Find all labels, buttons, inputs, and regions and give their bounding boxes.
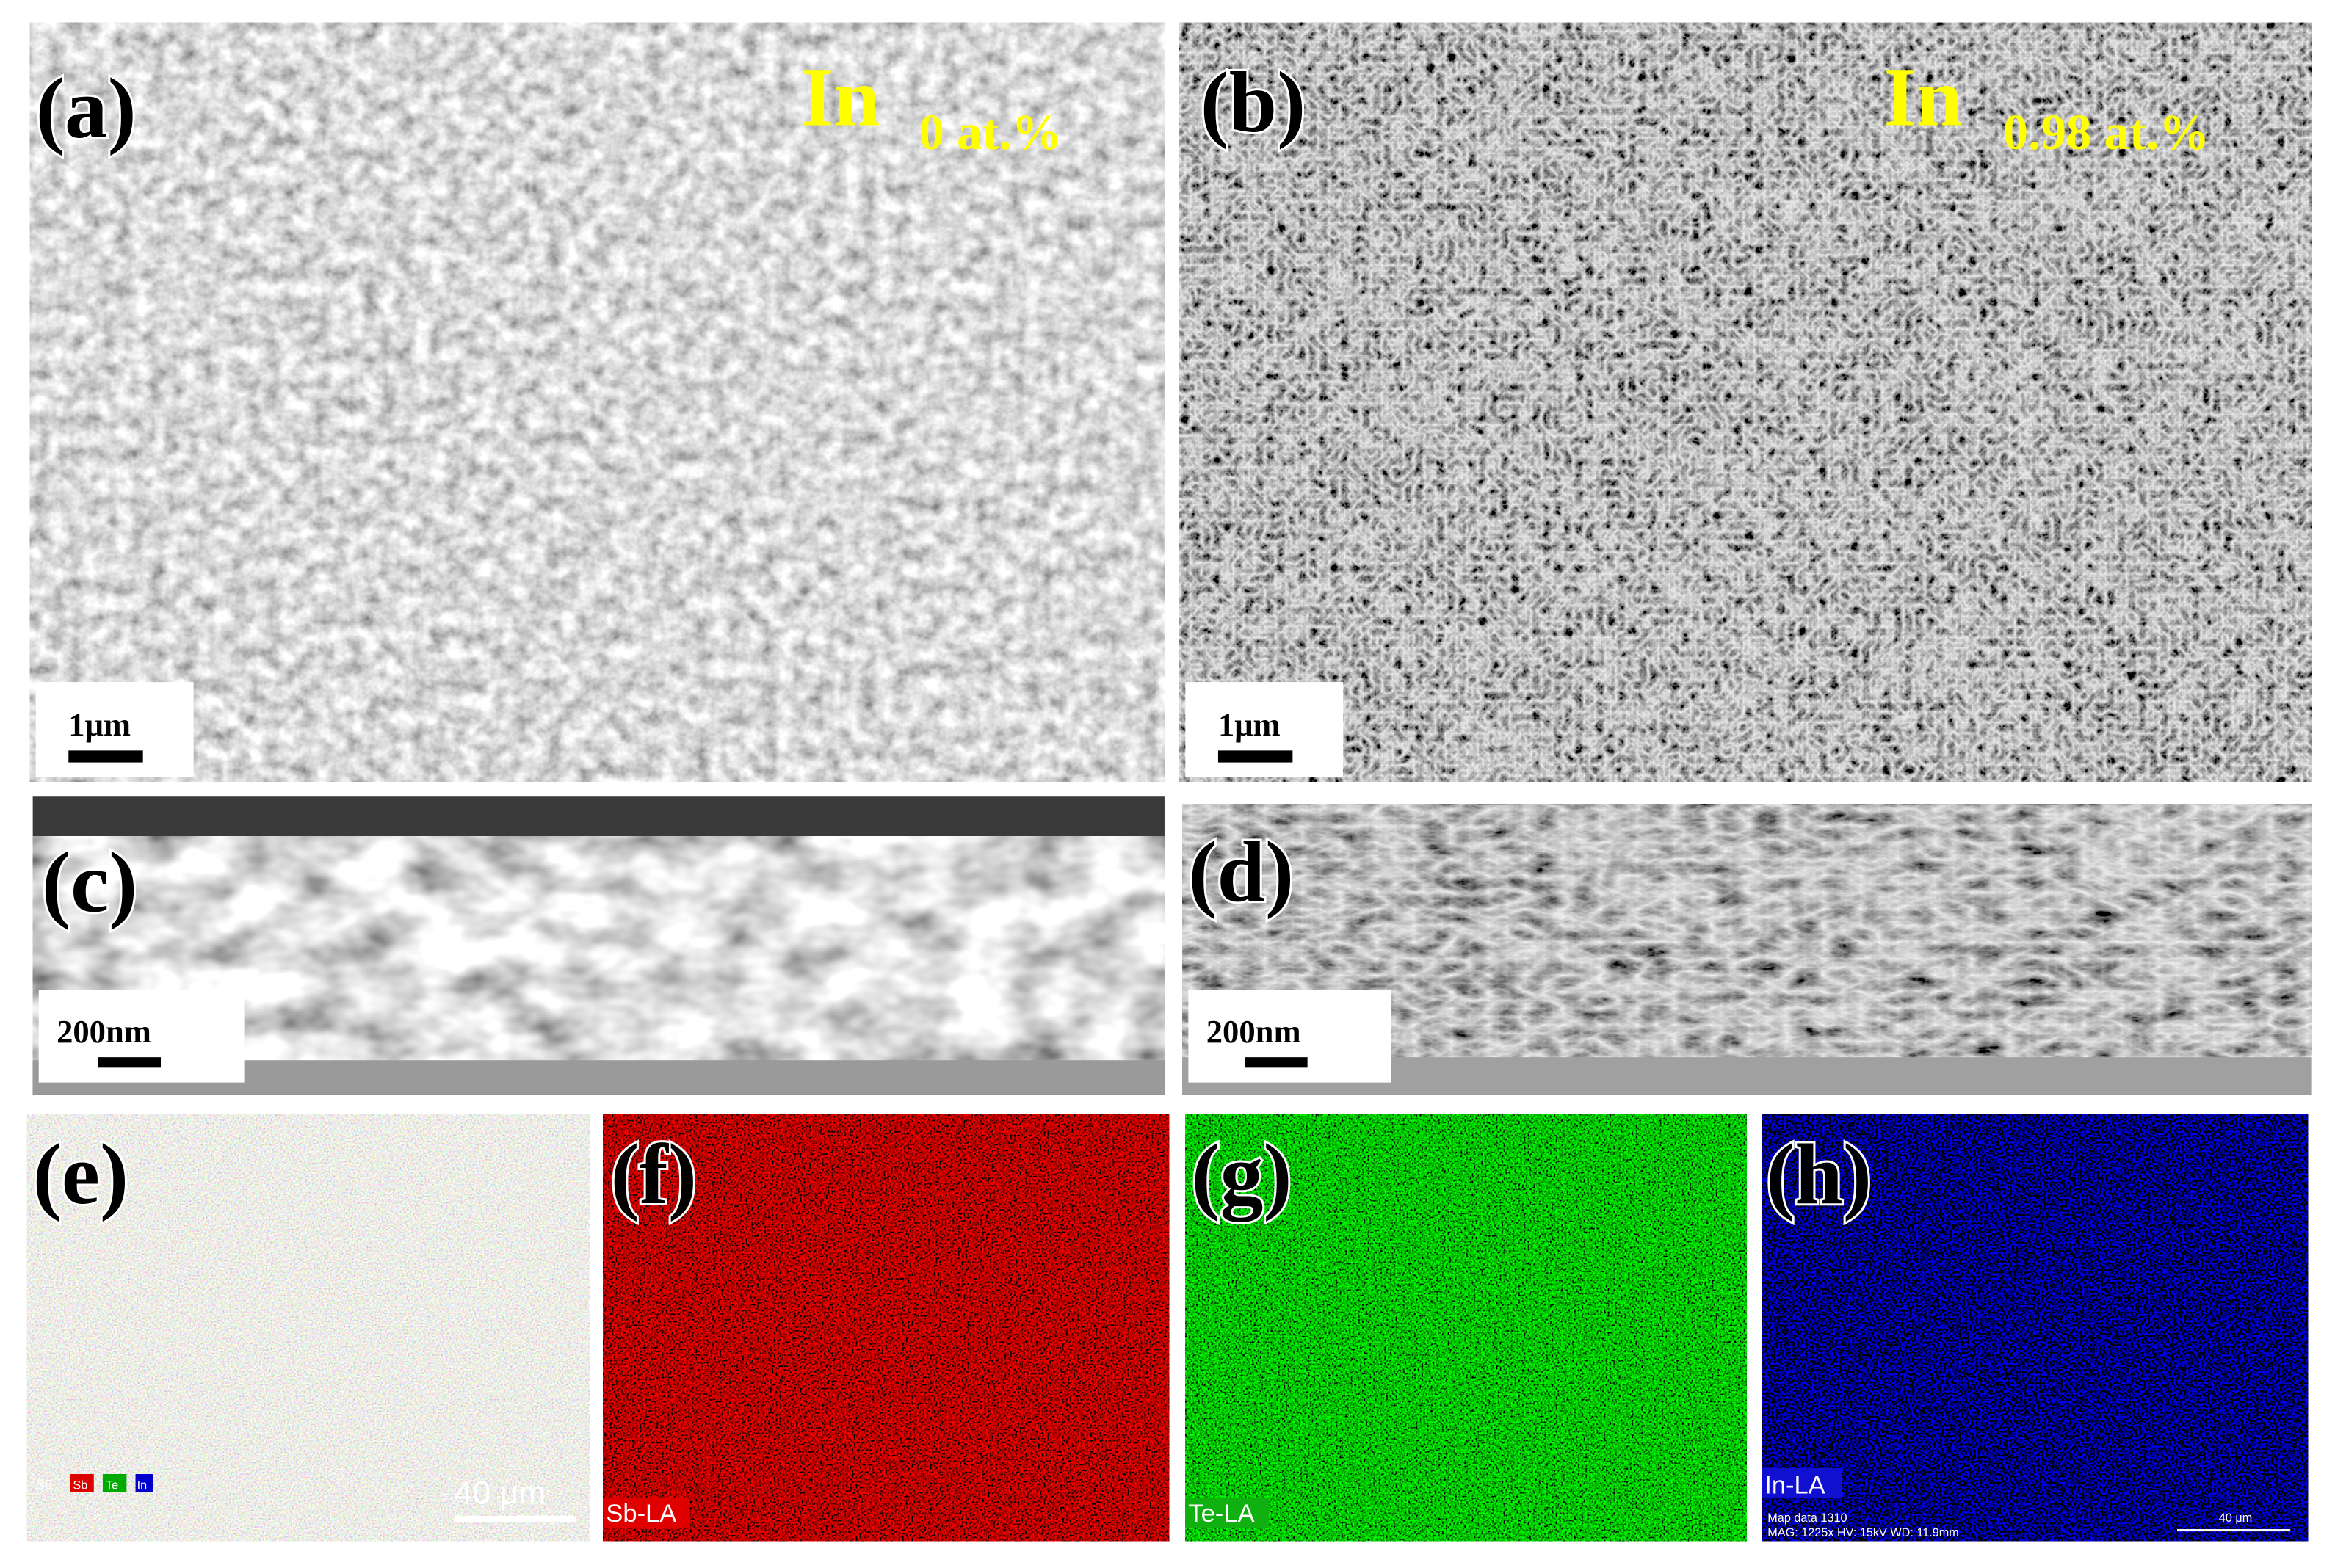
panel-e: (e) SE Sb Te In 40 μm xyxy=(26,1114,590,1542)
scale-label: 1μm xyxy=(68,706,131,743)
panel-f: (f) Sb-LA xyxy=(603,1114,1170,1542)
panel-label: (h) xyxy=(1766,1127,1872,1222)
element: In xyxy=(801,51,880,144)
eds-image xyxy=(603,1114,1170,1542)
scale-bar xyxy=(98,1057,162,1068)
panel-g: (g) Te-LA xyxy=(1185,1114,1747,1542)
panel-b: (b) In 0.98 at.% 1μm xyxy=(1179,22,2312,782)
legend-swatch xyxy=(135,1474,153,1492)
scale-label: 1μm xyxy=(1218,706,1281,743)
scale-bar xyxy=(1245,1057,1308,1068)
panel-label: (b) xyxy=(1201,55,1306,150)
panel-d: (d) 200nm xyxy=(1182,804,2312,1095)
panel-label: (c) xyxy=(42,835,138,930)
legend-item: In xyxy=(137,1478,148,1492)
content: 0.98 at.% xyxy=(2003,104,2209,160)
eds-image xyxy=(26,1114,590,1542)
panel-a: (a) In 0 at.% 1μm xyxy=(29,22,1165,782)
channel-box xyxy=(1185,1498,1269,1528)
sem-image xyxy=(29,22,1165,782)
scale-label: 200nm xyxy=(57,1013,151,1050)
legend-swatch xyxy=(70,1474,94,1492)
panel-c: (c) 200nm xyxy=(32,796,1165,1095)
content: 0 at.% xyxy=(919,104,1062,160)
sem-image xyxy=(32,836,1165,1061)
channel-label: Te-LA xyxy=(1188,1500,1254,1528)
channel-box xyxy=(603,1498,689,1528)
sem-image xyxy=(1179,22,2312,782)
panel-label: (a) xyxy=(36,61,137,156)
legend-item: Te xyxy=(106,1478,118,1492)
map-info: Map data 1310 xyxy=(1767,1511,1847,1525)
scale-bar xyxy=(2177,1529,2291,1532)
scale-bar xyxy=(454,1515,576,1522)
element: In xyxy=(1883,51,1962,144)
scale-label: 40 μm xyxy=(2219,1511,2252,1525)
panel-label: (e) xyxy=(33,1127,129,1222)
eds-image xyxy=(1762,1114,2309,1542)
panel-h: (h) In-LA Map data 1310 MAG: 1225x HV: 1… xyxy=(1762,1114,2309,1542)
legend-swatch xyxy=(102,1474,127,1492)
channel-label: In-LA xyxy=(1764,1471,1825,1499)
legend-item: Sb xyxy=(73,1478,87,1492)
panel-label: (d) xyxy=(1188,824,1294,920)
panel-label: (g) xyxy=(1191,1127,1292,1222)
scale-label: 200nm xyxy=(1206,1013,1301,1050)
map-info: MAG: 1225x HV: 15kV WD: 11.9mm xyxy=(1767,1526,1958,1539)
legend-item: SE xyxy=(36,1476,54,1492)
eds-image xyxy=(1185,1114,1747,1542)
scale-bar xyxy=(1217,750,1293,763)
scale-bar xyxy=(68,750,143,763)
channel-box xyxy=(1762,1467,1842,1498)
panel-label: (f) xyxy=(611,1127,697,1222)
scale-label: 40 μm xyxy=(455,1476,546,1511)
channel-label: Sb-LA xyxy=(606,1500,676,1528)
